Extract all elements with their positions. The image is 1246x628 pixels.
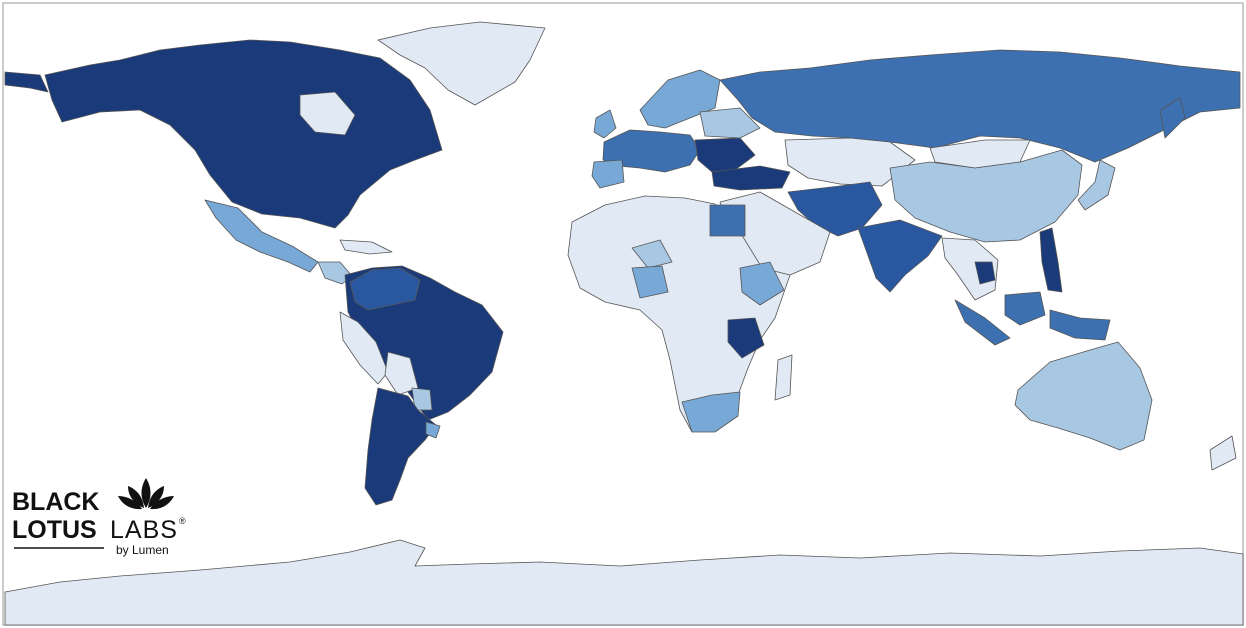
egypt [709,204,746,237]
indonesia-w [954,299,1011,346]
lotus-icon [118,478,174,510]
kazakhstan [784,137,916,187]
logo-lotus: LOTUS [12,516,97,544]
indonesia-e [1049,309,1111,341]
japan [1077,159,1116,211]
logo-registered: ® [179,516,186,526]
kamchatka [1159,97,1186,139]
logo-black: BLACK [12,488,100,516]
tanzania [727,317,765,359]
logo: BLACK LOTUS LABS ® by Lumen [12,478,186,557]
canada-usa [44,39,443,229]
southeast-asia [941,237,999,301]
madagascar [774,354,793,401]
india [857,219,943,293]
turkey [711,165,791,191]
countries [4,21,1244,626]
argentina-chile [364,387,437,506]
venezuela-colombia [349,267,421,311]
petal [141,478,151,508]
new-zealand [1209,435,1237,471]
paraguay [411,387,433,411]
alaska-west [4,71,49,93]
petal [118,496,142,510]
australia [1014,341,1153,451]
hudson-bay [299,91,356,136]
iberia [591,159,625,189]
nigeria [631,265,669,299]
antarctica [4,539,1244,626]
russia [719,49,1241,163]
south-africa [681,391,741,433]
greenland [377,21,546,106]
bolivia [384,351,419,396]
uk [593,109,617,139]
petal [148,486,164,508]
uruguay [425,421,441,439]
cambodia [974,261,996,285]
ethiopia [739,261,785,306]
logo-byline: by Lumen [116,543,169,557]
logo-labs: LABS [110,516,178,544]
caribbean [339,239,393,255]
china [889,149,1083,243]
africa [567,195,791,433]
ukraine [699,107,761,139]
niger [631,239,673,269]
petal [128,486,144,508]
indonesia-c [1004,291,1046,326]
petal [150,496,174,510]
peru [339,311,389,385]
philippines [1039,227,1063,293]
mexico [204,199,319,273]
